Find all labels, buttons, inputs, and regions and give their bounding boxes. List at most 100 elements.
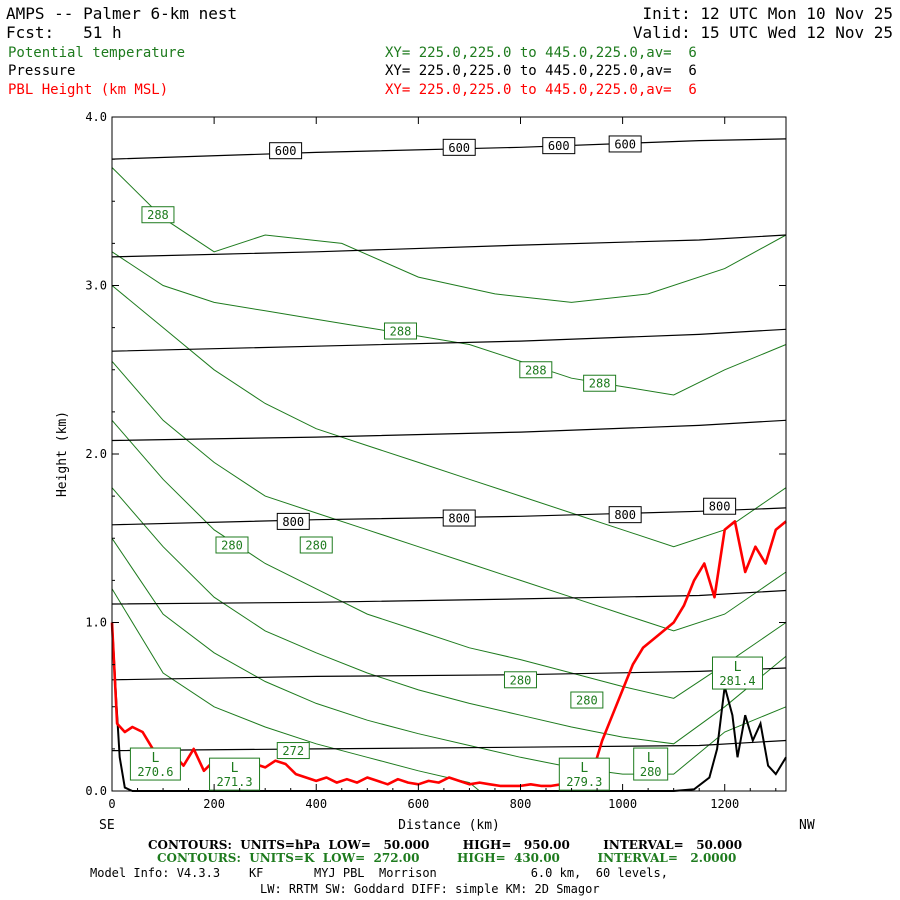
theta-label-0: 288 — [147, 208, 169, 222]
pressure-contour-750 — [111, 419, 787, 442]
theta-label-3-box — [583, 374, 617, 392]
pressure-label-5: 800 — [448, 512, 470, 526]
low-center-letter-1: L — [231, 761, 239, 776]
theta-label-2-box — [519, 361, 553, 379]
field-pbl-name: PBL Height (km MSL) — [8, 82, 168, 98]
theta-label-2: 288 — [525, 363, 547, 377]
pressure-label-6: 800 — [614, 508, 636, 522]
field-theta-xy: XY= 225.0,225.0 to 445.0,225.0,av= 6 — [385, 45, 697, 61]
y-tick-label-0: 0.0 — [85, 784, 107, 798]
plot-frame — [111, 116, 787, 792]
theta-contour-0 — [111, 167, 787, 303]
theta-contour-1 — [111, 251, 787, 396]
y-tick-label-1: 1.0 — [85, 616, 107, 630]
contour-labels: 600 600 600 600 800 800 800 800 288 288 288 288 280 2… — [129, 135, 763, 791]
pressure-contour-650 — [111, 234, 787, 258]
pressure-label-7: 800 — [709, 500, 731, 514]
low-center-value-4: 281.4 — [719, 674, 755, 688]
pressure-contour-900 — [111, 667, 787, 681]
init-time: Init: 12 UTC Mon 10 Nov 25 — [643, 4, 893, 23]
pressure-contour-700 — [111, 328, 787, 352]
low-center-box-4 — [711, 656, 763, 690]
low-center-value-0: 270.6 — [137, 765, 173, 779]
footer-physics: LW: RRTM SW: Goddard DIFF: simple KM: 2D… — [260, 882, 600, 896]
y-tick-label-4: 4.0 — [85, 110, 107, 124]
theta-label-5-box — [299, 536, 333, 554]
pressure-contour-850 — [111, 589, 787, 605]
theta-label-1: 288 — [390, 324, 412, 338]
field-theta-name: Potential temperature — [8, 45, 185, 61]
field-pressure-name: Pressure — [8, 63, 75, 79]
forecast-hour: Fcst: 51 h — [6, 23, 122, 42]
x-tick-label-0: 0 — [108, 797, 115, 811]
theta-label-8: 272 — [282, 744, 304, 758]
pressure-label-4-box — [276, 512, 310, 530]
low-center-box-0 — [129, 747, 181, 781]
theta-contour-2 — [111, 285, 787, 548]
theta-contour-6 — [111, 538, 787, 775]
valid-time: Valid: 15 UTC Wed 12 Nov 25 — [633, 23, 893, 42]
pressure-label-0-box — [269, 142, 303, 160]
pressure-contour-950 — [111, 739, 787, 752]
pressure-label-3: 600 — [614, 137, 636, 151]
x-end-label-right: NW — [799, 818, 815, 833]
theta-label-3: 288 — [589, 377, 611, 391]
low-center-letter-4: L — [734, 660, 742, 675]
y-tick-label-2: 2.0 — [85, 447, 107, 461]
theta-contour-4 — [111, 419, 787, 699]
theta-label-7-box — [570, 691, 604, 709]
low-center-letter-3: L — [647, 751, 655, 766]
pressure-label-1-box — [442, 138, 476, 156]
theta-label-0-box — [141, 206, 175, 224]
x-end-label-left: SE — [99, 818, 115, 833]
pressure-label-2-box — [542, 137, 576, 155]
terrain-line — [111, 622, 787, 792]
low-center-value-2: 279.3 — [566, 775, 602, 789]
x-tick-label-200: 200 — [203, 797, 225, 811]
footer-pressure-contours: CONTOURS: UNITS=hPa LOW= 50.000 HIGH= 95… — [148, 838, 742, 852]
pressure-label-1: 600 — [448, 141, 470, 155]
theta-label-1-box — [383, 322, 417, 340]
theta-contours — [111, 167, 787, 792]
pressure-label-3-box — [608, 135, 642, 153]
x-tick-label-400: 400 — [305, 797, 327, 811]
theta-label-6: 280 — [510, 673, 532, 687]
x-tick-label-600: 600 — [408, 797, 430, 811]
field-pbl-xy: XY= 225.0,225.0 to 445.0,225.0,av= 6 — [385, 82, 697, 98]
low-center-letter-0: L — [151, 751, 159, 766]
model-title: AMPS -- Palmer 6-km nest — [6, 4, 237, 23]
low-center-value-1: 271.3 — [216, 775, 252, 789]
pressure-label-5-box — [442, 509, 476, 527]
footer-model-info: Model Info: V4.3.3 KF MYJ PBL Morrison 6… — [90, 866, 668, 880]
x-tick-label-1000: 1000 — [608, 797, 637, 811]
theta-contour-3 — [111, 360, 787, 632]
theta-label-8-box — [276, 742, 310, 760]
low-center-box-2 — [558, 757, 610, 791]
pressure-label-6-box — [608, 506, 642, 524]
theta-label-4-box — [215, 536, 249, 554]
axes: 0 200 400 600 800 1000 1200 0.0 1.0 2.0 3.0 4.0 — [85, 110, 786, 811]
pressure-label-7-box — [703, 497, 737, 515]
low-center-box-1 — [209, 757, 261, 791]
pressure-contour-600 — [111, 138, 787, 160]
x-tick-label-800: 800 — [510, 797, 532, 811]
low-center-value-3: 280 — [640, 765, 662, 779]
theta-label-4: 280 — [221, 538, 243, 552]
pressure-contours — [111, 138, 787, 752]
theta-label-5: 280 — [305, 538, 327, 552]
pressure-label-4: 800 — [282, 515, 304, 529]
low-center-letter-2: L — [580, 761, 588, 776]
pressure-label-2: 600 — [548, 139, 570, 153]
x-tick-label-1200: 1200 — [710, 797, 739, 811]
theta-label-6-box — [503, 671, 537, 689]
theta-label-7: 280 — [576, 694, 598, 708]
y-axis-label: Height (km) — [55, 411, 70, 497]
x-axis-label: Distance (km) — [398, 818, 500, 833]
y-tick-label-3: 3.0 — [85, 279, 107, 293]
field-pressure-xy: XY= 225.0,225.0 to 445.0,225.0,av= 6 — [385, 63, 697, 79]
pressure-label-0: 600 — [275, 144, 297, 158]
low-center-box-3 — [633, 747, 669, 781]
footer-theta-contours: CONTOURS: UNITS=K LOW= 272.00 HIGH= 430.… — [157, 851, 736, 865]
terrain — [111, 622, 787, 792]
